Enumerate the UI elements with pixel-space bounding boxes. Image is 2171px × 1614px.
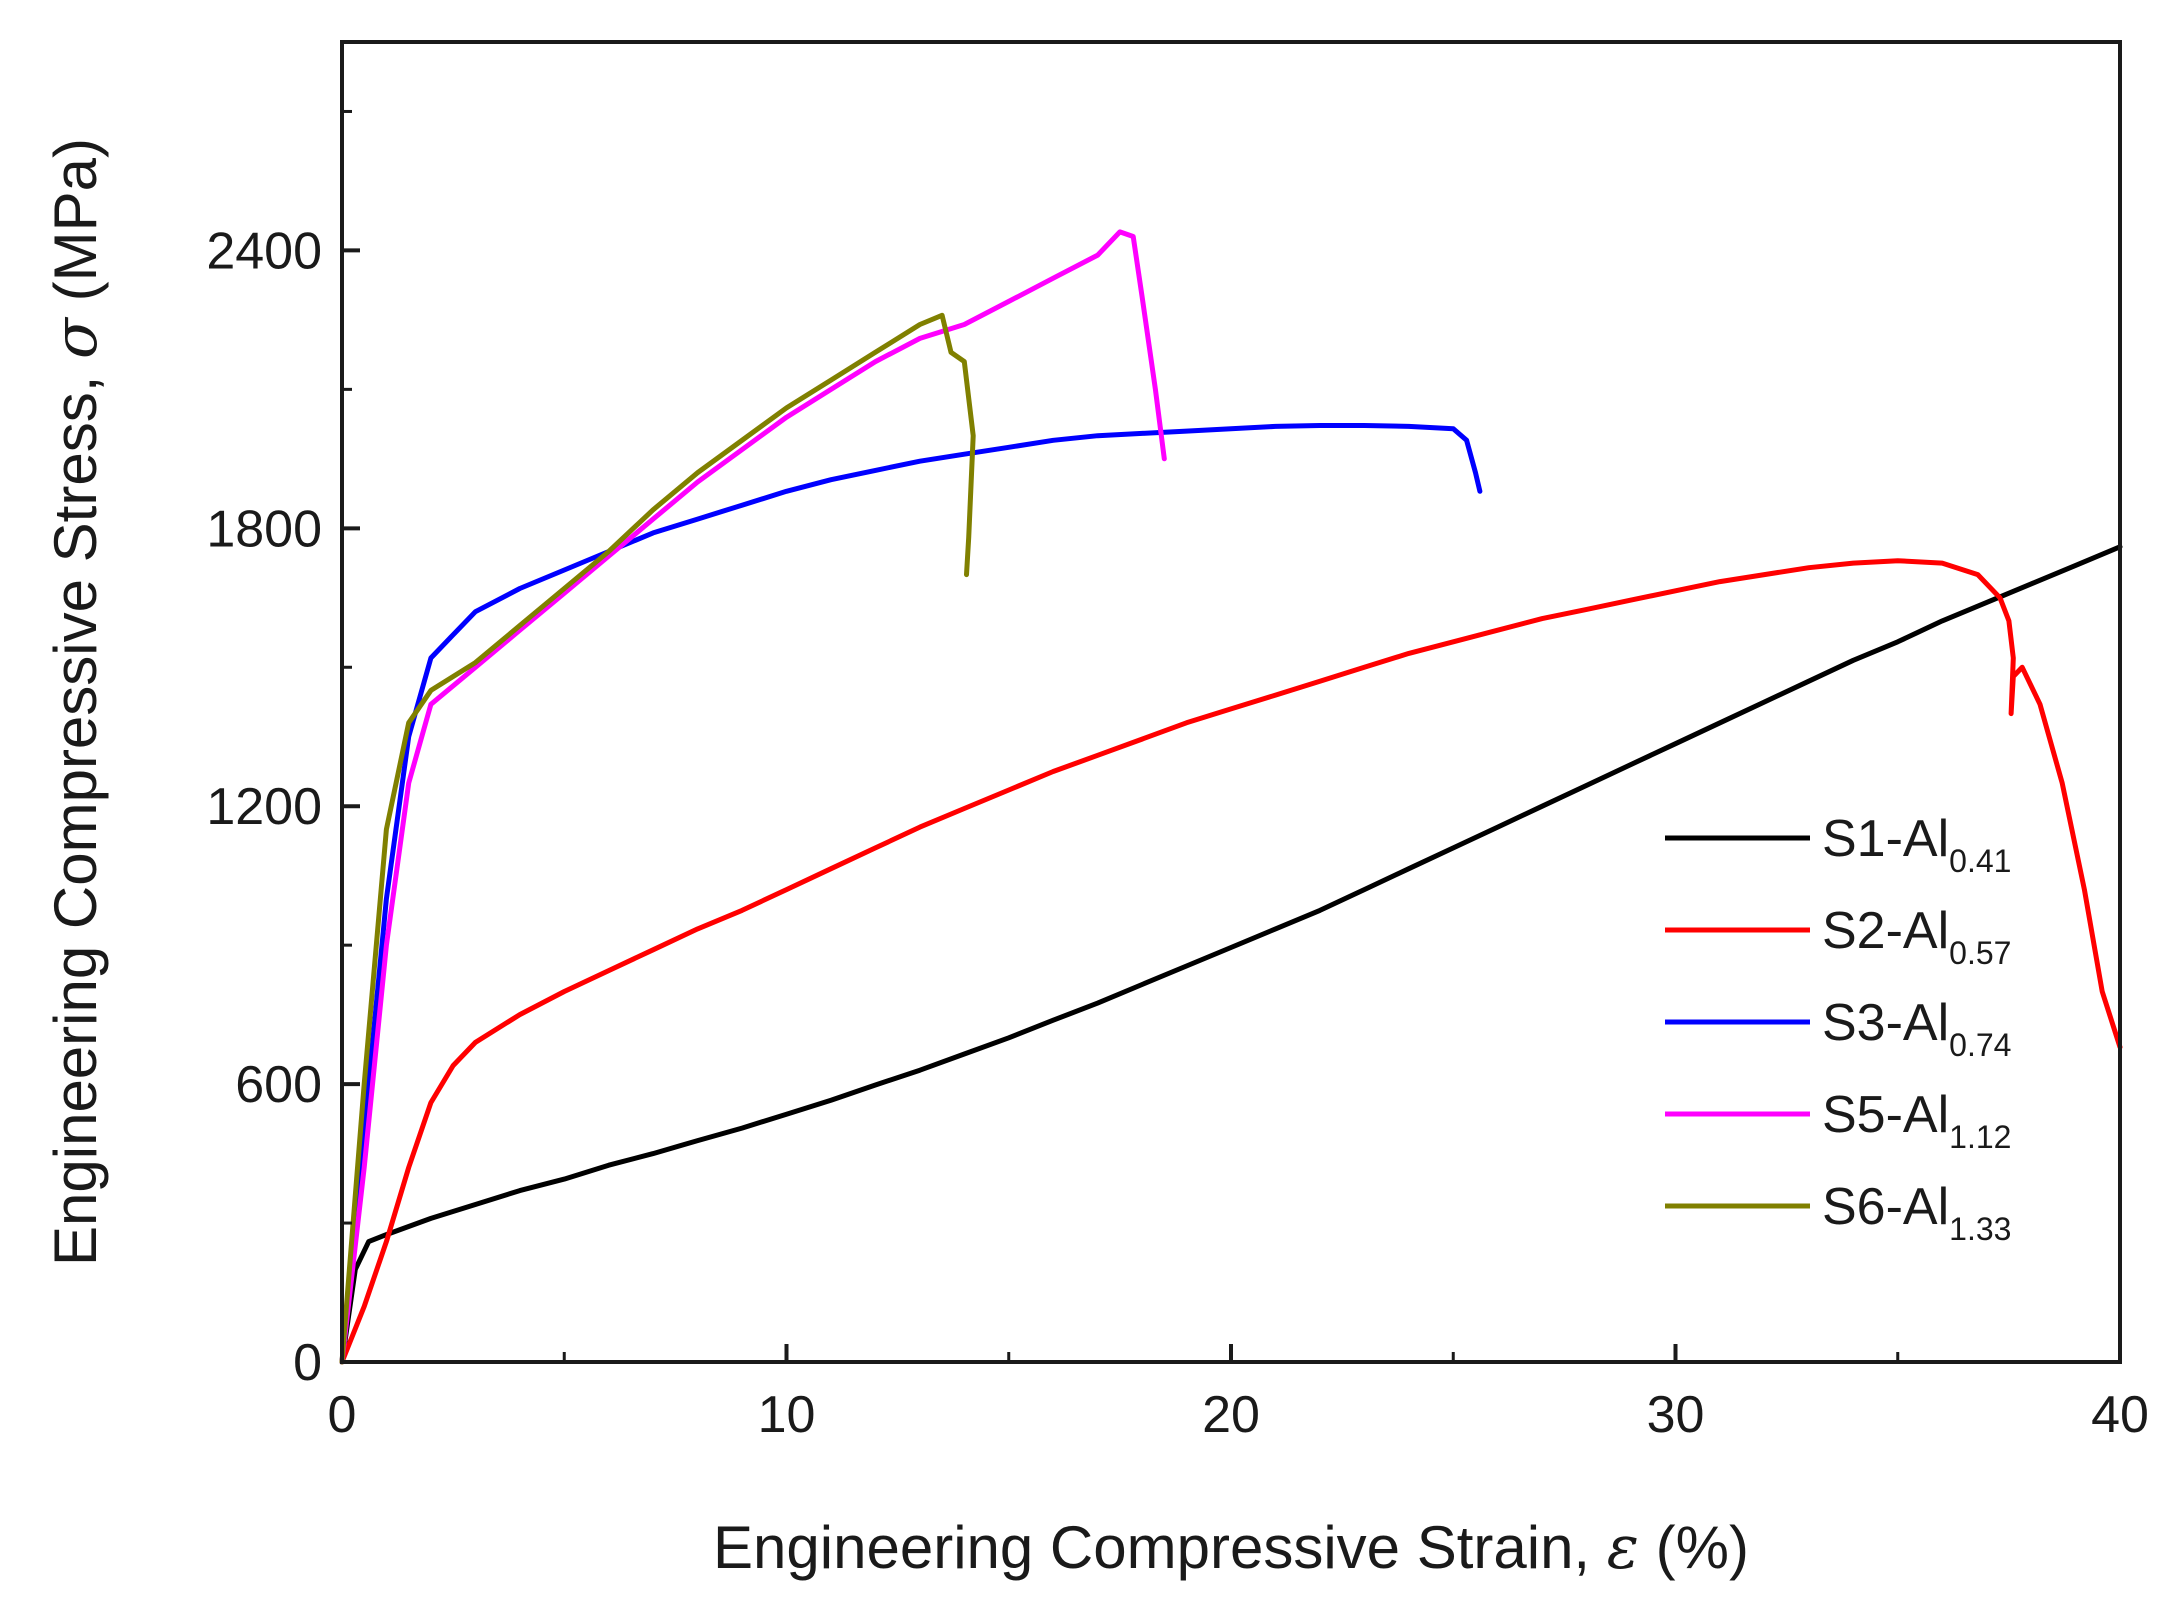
x-tick-label: 10 bbox=[758, 1386, 816, 1444]
legend-label-base: S2-Al bbox=[1822, 902, 1949, 960]
series-layer bbox=[339, 229, 2123, 1365]
x-tick-label: 40 bbox=[2091, 1386, 2149, 1444]
tick-layer: 0 10 20 30 40 0 600 1200 1800 2400 bbox=[206, 109, 2149, 1444]
series-line-s3-al074 bbox=[339, 423, 1483, 1365]
legend-label: S3-Al0.74 bbox=[1822, 994, 2011, 1063]
series-line-s5-al112 bbox=[339, 229, 1167, 1365]
legend-label: S1-Al0.41 bbox=[1822, 810, 2011, 879]
legend-label: S2-Al0.57 bbox=[1822, 902, 2011, 971]
series-line-s6-al133 bbox=[339, 312, 976, 1365]
legend-label-subscript: 0.41 bbox=[1949, 843, 2011, 879]
legend-label-base: S3-Al bbox=[1822, 994, 1949, 1052]
legend-label-subscript: 1.12 bbox=[1949, 1119, 2011, 1155]
y-tick-label: 1200 bbox=[206, 778, 322, 836]
legend-label-base: S6-Al bbox=[1822, 1178, 1949, 1236]
y-tick-label: 600 bbox=[235, 1056, 322, 1114]
y-axis-label: Engineering Compressive Stress, σ (MPa) bbox=[41, 138, 111, 1266]
series-line-s2-al057 bbox=[339, 558, 2123, 1365]
x-tick-label: 30 bbox=[1647, 1386, 1705, 1444]
x-axis-label: Engineering Compressive Strain, ε (%) bbox=[713, 1513, 1749, 1583]
x-tick-label: 20 bbox=[1202, 1386, 1260, 1444]
y-tick-label: 2400 bbox=[206, 222, 322, 280]
y-tick-label: 0 bbox=[293, 1334, 322, 1392]
legend: S1-Al0.41S2-Al0.57S3-Al0.74S5-Al1.12S6-A… bbox=[1665, 810, 2011, 1247]
legend-label-base: S1-Al bbox=[1822, 810, 1949, 868]
legend-label-subscript: 0.74 bbox=[1949, 1027, 2011, 1063]
legend-label: S6-Al1.33 bbox=[1822, 1178, 2011, 1247]
legend-label-subscript: 0.57 bbox=[1949, 935, 2011, 971]
series-line-s1-al041 bbox=[339, 544, 2123, 1365]
legend-label: S5-Al1.12 bbox=[1822, 1086, 2011, 1155]
x-tick-label: 0 bbox=[328, 1386, 357, 1444]
y-tick-label: 1800 bbox=[206, 500, 322, 558]
legend-label-subscript: 1.33 bbox=[1949, 1211, 2011, 1247]
plot-frame bbox=[340, 40, 2122, 1364]
legend-label-base: S5-Al bbox=[1822, 1086, 1949, 1144]
